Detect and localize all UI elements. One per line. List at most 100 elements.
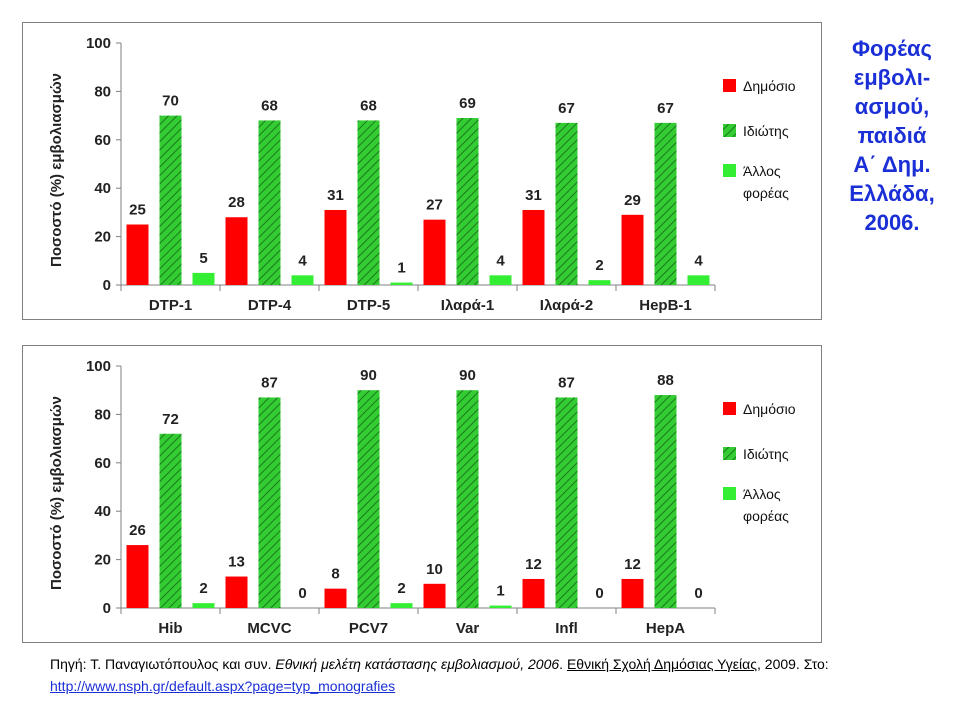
source-sep: . bbox=[559, 656, 567, 672]
x-tick-label: HepB-1 bbox=[639, 297, 692, 314]
x-tick-label: MCVC bbox=[247, 620, 291, 637]
data-label: 72 bbox=[162, 411, 179, 428]
chart-top: 0 20 40 60 80 100 Ποσοστό (%) εμβολιασμών 25 70 5… bbox=[22, 22, 822, 320]
data-label: 67 bbox=[657, 100, 674, 117]
y-tick-label: 20 bbox=[94, 229, 111, 246]
x-tick-label: Ιλαρά-2 bbox=[540, 297, 593, 314]
bar-private bbox=[654, 395, 677, 608]
data-label: 2 bbox=[397, 580, 405, 597]
y-tick-label: 60 bbox=[94, 455, 111, 472]
data-label: 2 bbox=[199, 580, 207, 597]
bar-private bbox=[357, 120, 380, 285]
bar-public bbox=[621, 578, 644, 608]
bar-other bbox=[489, 275, 512, 285]
x-tick-label: Hib bbox=[158, 620, 182, 637]
data-label: 26 bbox=[129, 522, 146, 539]
bar-public bbox=[126, 224, 149, 285]
data-label: 31 bbox=[327, 187, 344, 204]
data-label: 1 bbox=[397, 260, 405, 277]
legend-label: φορέας bbox=[743, 185, 789, 201]
x-tick-label: Var bbox=[456, 620, 480, 637]
data-label: 12 bbox=[525, 556, 542, 573]
x-tick-label: Ιλαρά-1 bbox=[441, 297, 494, 314]
bar-private bbox=[258, 120, 281, 285]
data-label: 10 bbox=[426, 561, 443, 578]
legend-swatch bbox=[723, 79, 736, 92]
bar-public bbox=[522, 578, 545, 608]
x-tick-label: DTP-1 bbox=[149, 297, 192, 314]
data-label: 12 bbox=[624, 556, 641, 573]
legend-label: Άλλος bbox=[743, 163, 781, 179]
bar-public bbox=[225, 576, 248, 608]
bar-other bbox=[291, 275, 314, 285]
title-line: παιδιά bbox=[857, 123, 927, 148]
x-tick-label: Infl bbox=[555, 620, 578, 637]
source-study: Εθνική μελέτη κατάστασης εμβολιασμού, 20… bbox=[275, 656, 560, 672]
legend-label: Άλλος bbox=[743, 486, 781, 502]
data-label: 70 bbox=[162, 93, 179, 110]
legend-label: Ιδιώτης bbox=[743, 123, 789, 139]
bar-other bbox=[687, 275, 710, 285]
y-tick-label: 80 bbox=[94, 406, 111, 423]
bar-private bbox=[159, 433, 182, 608]
data-label: 4 bbox=[298, 252, 307, 269]
bar-other bbox=[390, 603, 413, 608]
data-label: 29 bbox=[624, 192, 641, 209]
data-label: 0 bbox=[298, 585, 306, 602]
title-line: εμβολι- bbox=[853, 65, 931, 90]
bar-private bbox=[555, 397, 578, 608]
y-tick-label: 0 bbox=[103, 600, 111, 617]
y-tick-label: 40 bbox=[94, 503, 111, 520]
bar-private bbox=[555, 122, 578, 285]
side-title: Φορέας εμβολι- ασμού, παιδιά Α΄ Δημ. Ελλ… bbox=[826, 34, 958, 237]
bar-other bbox=[192, 603, 215, 608]
x-tick-label: PCV7 bbox=[349, 620, 388, 637]
bar-public bbox=[324, 209, 347, 285]
bar-private bbox=[258, 397, 281, 608]
data-label: 1 bbox=[496, 583, 504, 600]
data-label: 28 bbox=[228, 194, 245, 211]
data-label: 67 bbox=[558, 100, 575, 117]
data-label: 0 bbox=[694, 585, 702, 602]
bar-other bbox=[390, 282, 413, 285]
legend-swatch bbox=[723, 447, 736, 460]
chart-bottom: 0 20 40 60 80 100 Ποσοστό (%) εμβολιασμών 26 72 2… bbox=[22, 345, 822, 643]
source-prefix: Πηγή: Τ. Παναγιωτόπουλος και συν. bbox=[50, 656, 276, 672]
data-label: 25 bbox=[129, 202, 146, 219]
y-tick-label: 40 bbox=[94, 180, 111, 197]
data-label: 27 bbox=[426, 197, 443, 214]
y-tick-label: 100 bbox=[86, 358, 111, 375]
source-school-link[interactable]: Εθνική Σχολή Δημόσιας Υγείας bbox=[566, 656, 757, 672]
bar-private bbox=[357, 390, 380, 608]
chart-svg: 0 20 40 60 80 100 Ποσοστό (%) εμβολιασμών 25 70 5… bbox=[48, 35, 796, 314]
y-tick-label: 100 bbox=[86, 35, 111, 52]
bar-private bbox=[456, 118, 479, 286]
bar-public bbox=[423, 583, 446, 608]
data-label: 0 bbox=[595, 585, 603, 602]
y-tick-label: 0 bbox=[103, 277, 111, 294]
data-label: 88 bbox=[657, 372, 674, 389]
data-label: 68 bbox=[261, 97, 278, 114]
y-tick-label: 60 bbox=[94, 132, 111, 149]
legend-swatch bbox=[723, 402, 736, 415]
bar-private bbox=[456, 390, 479, 608]
y-tick-label: 80 bbox=[94, 83, 111, 100]
x-tick-label: HepA bbox=[646, 620, 685, 637]
source-note: Πηγή: Τ. Παναγιωτόπουλος και συν. Εθνική… bbox=[50, 653, 830, 697]
bar-other bbox=[588, 280, 611, 285]
data-label: 87 bbox=[261, 374, 278, 391]
data-label: 13 bbox=[228, 554, 245, 571]
data-label: 2 bbox=[595, 257, 603, 274]
legend-swatch bbox=[723, 164, 736, 177]
x-tick-label: DTP-5 bbox=[347, 297, 390, 314]
source-url-link[interactable]: http://www.nsph.gr/default.aspx?page=typ… bbox=[50, 678, 396, 694]
bar-public bbox=[522, 209, 545, 285]
title-line: Φορέας bbox=[852, 36, 932, 61]
data-label: 87 bbox=[558, 374, 575, 391]
bar-public bbox=[225, 217, 248, 285]
y-tick-label: 20 bbox=[94, 552, 111, 569]
bar-public bbox=[423, 219, 446, 285]
legend-label: Δημόσιο bbox=[743, 78, 796, 94]
bar-public bbox=[324, 588, 347, 608]
